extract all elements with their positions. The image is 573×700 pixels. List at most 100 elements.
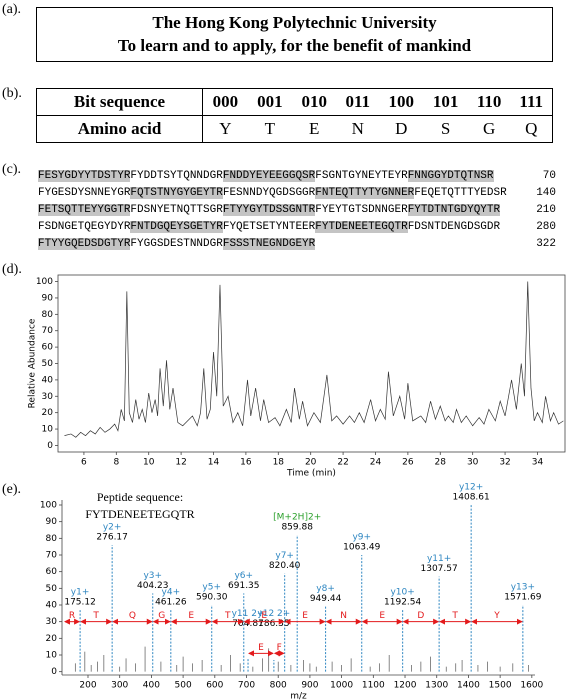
header-line: The Hong Kong Polytechnic University (152, 13, 437, 32)
highlighted-segment: FQTSTNYGYGEYTR (130, 187, 223, 199)
ladder-letter: E (302, 611, 308, 621)
x-tick-label: 16 (240, 458, 252, 468)
ion-name: y6+ (234, 571, 253, 581)
ion-mz: 404.23 (137, 581, 169, 591)
highlighted-segment: FNDDYEYEEGGQSR (222, 170, 316, 182)
table-cell: Bit sequence (36, 88, 203, 116)
x-tick-label: 500 (175, 681, 192, 691)
ion-mz: 590.30 (196, 593, 228, 603)
residue-count: 70 (542, 170, 556, 182)
sequence: FESYGDYYTDSTYRFYDDTSYTQNNDGRFNDDYEYEEGGQ… (38, 168, 568, 253)
ion-mz: 175.12 (64, 598, 96, 608)
sequence-line: FETSQTTEYYGGTRFDSNYETNQTTSGRFTYYGYTDSSGN… (38, 202, 568, 219)
ion-mz: 949.44 (310, 594, 342, 604)
y-tick-label: 90 (42, 293, 54, 303)
ion-name: y11 2+ (232, 609, 265, 619)
panel-label: (c). (2, 162, 22, 177)
highlighted-segment: FESYGDYYTDSTYR (38, 170, 131, 182)
y-tick-label: 20 (46, 634, 58, 644)
ion-mz: 1571.69 (504, 593, 541, 603)
ion-name: y10+ (390, 588, 414, 598)
ion-mz: 691.35 (228, 581, 260, 591)
ion-mz: 276.17 (96, 533, 128, 543)
ion-name: y4+ (162, 588, 181, 598)
table-cell: 001 (247, 88, 293, 116)
annotation: FYTDENEETEGQTR (85, 507, 194, 521)
ion-name: y5+ (202, 583, 221, 593)
precursor-mz: 859.88 (281, 523, 313, 533)
ion-mz: 1063.49 (343, 543, 380, 553)
x-tick-label: 18 (273, 458, 285, 468)
x-tick-label: 12 (175, 458, 186, 468)
ion-name: y12+ (459, 483, 483, 493)
x-tick-label: 14 (208, 458, 220, 468)
x-tick-label: 1100 (362, 681, 385, 691)
y-tick-label: 50 (42, 359, 54, 369)
highlighted-segment: FETSQTTEYYGGTR (38, 204, 131, 216)
x-tick-label: 1200 (394, 681, 417, 691)
table-cell: G (482, 119, 496, 138)
ion-mz: 1307.57 (421, 564, 458, 574)
highlighted-segment: FSSSTNEGNDGEYR (222, 238, 316, 250)
segment: FSDNGETQEGYDYR (38, 221, 131, 233)
table-cell: 010 (292, 88, 337, 116)
table-cell: Amino acid (36, 115, 203, 143)
sequence-line: FESYGDYYTDSTYRFYDDTSYTQNNDGRFNDDYEYEEGGQ… (38, 168, 568, 185)
x-tick-label: 1500 (489, 681, 512, 691)
x-tick-label: 200 (79, 681, 96, 691)
sequence-line: FSDNGETQEGYDYRFNTDGQEYSGETYRFYQETSETYNTE… (38, 219, 568, 236)
highlighted-segment: FYTDTNTGDYQYTR (407, 204, 501, 216)
table-cell: E (309, 119, 320, 138)
y-axis-label: Relative Abundance (28, 318, 38, 408)
y-tick-label: 70 (46, 551, 58, 561)
ion-name: y2+ (103, 523, 122, 533)
highlighted-segment: FTYYGQEDSDGTYR (38, 238, 131, 250)
x-tick-label: 300 (111, 681, 128, 691)
x-tick-label: 22 (337, 458, 348, 468)
header-box: The Hong Kong Polytechnic University To … (36, 7, 553, 62)
x-tick-label: 1400 (457, 681, 480, 691)
x-tick-label: 1000 (330, 681, 353, 691)
x-tick-label: 8 (113, 458, 119, 468)
x-tick-label: 34 (532, 458, 544, 468)
table-cell: 101 (423, 88, 468, 116)
x-tick-label: 800 (270, 681, 287, 691)
x-tick-label: 1300 (425, 681, 448, 691)
segment: FSGNTGYNEYTEYR (315, 170, 408, 182)
x-tick-label: 6 (81, 458, 87, 468)
ladder-letter: R (69, 611, 75, 621)
y-tick-label: 80 (46, 534, 58, 544)
table-cell: 011 (336, 88, 380, 116)
segment: FYQETSETYNTEER (222, 221, 316, 233)
x-tick-label: 400 (143, 681, 160, 691)
ladder-letter: T (224, 611, 231, 621)
panel-label: (a). (2, 2, 22, 17)
x-tick-label: 26 (402, 458, 414, 468)
table-cell: S (440, 119, 451, 138)
ladder-letter: D (417, 611, 424, 621)
y-tick-label: 40 (42, 375, 54, 385)
x-axis-label: m/z (290, 692, 307, 700)
table-cell: N (351, 119, 364, 138)
residue-count: 140 (536, 187, 556, 199)
ion-name: y3+ (143, 571, 162, 581)
y-tick-label: 10 (42, 425, 54, 435)
segment: FEQETQTTTYEDSR (414, 187, 507, 199)
ladder-letter: T (451, 611, 458, 621)
x-tick-label: 10 (143, 458, 155, 468)
residue-count: 210 (536, 204, 556, 216)
ladder-letter: F (277, 643, 282, 653)
ion-name: y12 2+ (257, 609, 290, 619)
x-tick-label: 700 (238, 681, 255, 691)
y-tick-label: 100 (36, 277, 53, 287)
table-cell: D (395, 119, 408, 138)
ion-mz: 820.40 (269, 561, 301, 571)
ladder-letter: G (158, 611, 165, 621)
segment: FYGESDYSNNEYGR (38, 187, 131, 199)
table-cell: Y (219, 119, 232, 138)
panel-label: (b). (2, 86, 22, 101)
plot-frame (57, 274, 566, 453)
y-tick-label: 10 (46, 651, 58, 661)
